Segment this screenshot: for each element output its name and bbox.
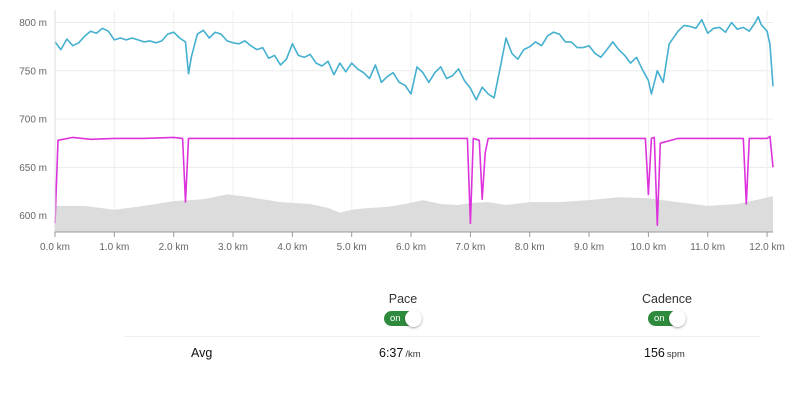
avg-pace-unit: /km xyxy=(405,349,421,360)
y-tick-label-2: 700 m xyxy=(19,115,47,126)
series-line-1 xyxy=(54,135,774,226)
pace-label: Pace xyxy=(388,292,418,306)
series-line-group xyxy=(54,15,774,226)
x-tick-label-2: 2.0 km xyxy=(159,242,189,253)
avg-pace-value: 6:37 xyxy=(379,346,404,360)
x-tick-label-9: 9.0 km xyxy=(574,242,604,253)
x-axis: 0.0 km 1.0 km 2.0 km 3.0 km 4.0 km 5.0 km 6.0 … xyxy=(40,231,785,253)
pace-toggle-knob xyxy=(405,310,422,328)
y-axis: 800 m 750 m 700 m 650 m 600 m xyxy=(19,10,56,232)
series-area-2 xyxy=(55,194,773,232)
avg-cadence-unit: spm xyxy=(666,349,685,360)
x-tick-label-4: 4.0 km xyxy=(277,242,307,253)
x-tick-label-8: 8.0 km xyxy=(515,242,545,253)
x-tick-label-10: 10.0 km xyxy=(631,242,667,253)
cadence-toggle-text: on xyxy=(654,313,665,325)
y-tick-label-1: 750 m xyxy=(19,66,47,77)
series-area-group xyxy=(55,194,773,232)
avg-cadence-value: 156 xyxy=(644,346,665,360)
x-tick-label-0: 0.0 km xyxy=(40,242,70,253)
x-tick-label-12: 12.0 km xyxy=(749,242,785,253)
elevation-pace-cadence-chart[interactable]: 800 m 750 m 700 m 650 m 600 m 0.0 km 1.0 km 2.… xyxy=(0,0,788,262)
avg-pace: 6:37/km xyxy=(379,346,421,360)
x-tick-label-5: 5.0 km xyxy=(337,242,367,253)
pace-toggle-text: on xyxy=(390,313,401,325)
cadence-label: Cadence xyxy=(641,292,693,306)
y-tick-label-4: 600 m xyxy=(19,211,47,222)
pace-toggle[interactable]: on xyxy=(384,310,422,328)
x-tick-label-6: 6.0 km xyxy=(396,242,426,253)
avg-label: Avg xyxy=(191,346,213,360)
summary-divider xyxy=(125,336,760,337)
x-tick-label-1: 1.0 km xyxy=(99,242,129,253)
x-tick-label-11: 11.0 km xyxy=(690,242,725,253)
y-tick-label-3: 650 m xyxy=(19,163,47,174)
chart-grid xyxy=(54,10,773,232)
x-tick-label-7: 7.0 km xyxy=(455,242,485,253)
cadence-metric: Cadence on xyxy=(607,292,727,328)
cadence-toggle-knob xyxy=(669,310,686,328)
avg-cadence: 156 spm xyxy=(644,346,685,360)
pace-metric: Pace on xyxy=(343,292,463,328)
x-tick-label-3: 3.0 km xyxy=(218,242,248,253)
y-tick-label-0: 800 m xyxy=(19,18,47,29)
cadence-toggle[interactable]: on xyxy=(648,310,686,328)
series-line-0 xyxy=(54,15,774,101)
